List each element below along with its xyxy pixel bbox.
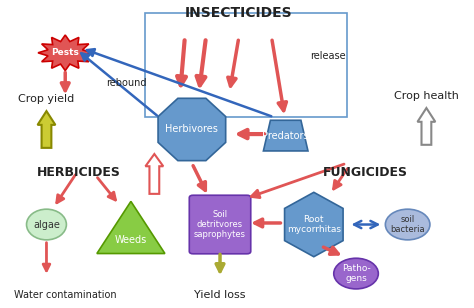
- Text: rebound: rebound: [106, 79, 146, 88]
- Text: algae: algae: [33, 220, 60, 229]
- Text: FUNGICIDES: FUNGICIDES: [323, 166, 408, 179]
- Text: soil
bacteria: soil bacteria: [390, 215, 425, 234]
- Polygon shape: [284, 192, 343, 257]
- Text: Crop health: Crop health: [394, 91, 459, 101]
- Polygon shape: [264, 120, 308, 151]
- Ellipse shape: [27, 209, 66, 240]
- Text: Pests: Pests: [51, 48, 79, 57]
- Polygon shape: [38, 35, 92, 71]
- FancyBboxPatch shape: [189, 195, 251, 254]
- Text: HERBICIDES: HERBICIDES: [37, 166, 121, 179]
- Polygon shape: [418, 108, 435, 145]
- Polygon shape: [158, 98, 226, 161]
- Text: Weeds: Weeds: [115, 235, 147, 245]
- Text: Soil
detritvores
saprophytes: Soil detritvores saprophytes: [194, 210, 246, 239]
- Text: INSECTICIDES: INSECTICIDES: [185, 6, 292, 20]
- Text: Patho-
gens: Patho- gens: [342, 264, 370, 283]
- Polygon shape: [146, 154, 163, 194]
- Text: Root
mycorrhitas: Root mycorrhitas: [287, 215, 341, 234]
- Text: Predators: Predators: [263, 131, 309, 141]
- Text: Crop yield: Crop yield: [18, 94, 74, 104]
- Ellipse shape: [385, 209, 430, 240]
- Polygon shape: [37, 111, 55, 148]
- Polygon shape: [97, 201, 165, 253]
- Text: Water contamination: Water contamination: [14, 290, 117, 300]
- Text: Yield loss: Yield loss: [194, 290, 246, 300]
- Text: release: release: [310, 51, 346, 61]
- Ellipse shape: [334, 258, 378, 289]
- Text: Herbivores: Herbivores: [165, 124, 219, 135]
